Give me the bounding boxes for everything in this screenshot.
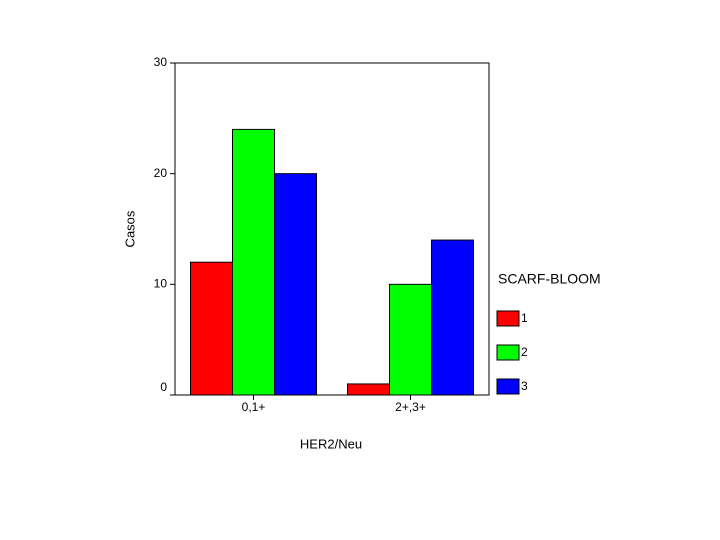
bar (190, 261, 233, 396)
bar (232, 128, 275, 396)
x-axis-title: HER2/Neu (300, 436, 362, 451)
plot-frame (174, 62, 490, 396)
legend-swatch (496, 310, 520, 327)
y-tick-label: 10 (154, 277, 168, 291)
y-tick-label: 0 (160, 380, 167, 394)
y-tick-label: 20 (154, 166, 168, 180)
bar (347, 383, 390, 396)
y-axis-title: Casos (122, 210, 137, 247)
legend-swatch (496, 344, 520, 361)
legend-label: 1 (521, 311, 528, 325)
x-tick-label: 2+,3+ (395, 400, 426, 414)
bar (431, 239, 474, 396)
bar (389, 283, 432, 396)
legend-label: 2 (521, 345, 528, 359)
legend-label: 3 (521, 379, 528, 393)
y-tick-label: 30 (154, 55, 168, 69)
bar (274, 173, 317, 396)
legend-swatch (496, 378, 520, 395)
x-tick-label: 0,1+ (242, 400, 266, 414)
legend-title: SCARF-BLOOM (498, 271, 601, 287)
